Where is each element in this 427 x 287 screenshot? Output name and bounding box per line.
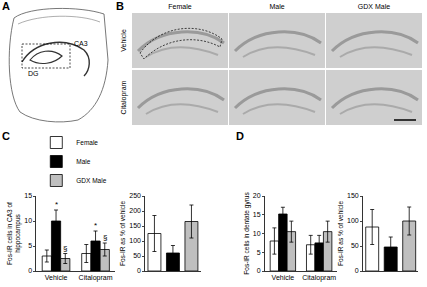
svg-text:100: 100 <box>347 217 359 224</box>
svg-text:DG: DG <box>28 70 39 77</box>
svg-text:10: 10 <box>24 217 32 224</box>
svg-text:GDX Male: GDX Male <box>76 177 106 184</box>
svg-text:Citalopram: Citalopram <box>120 80 128 114</box>
svg-text:Male: Male <box>76 158 90 165</box>
svg-text:100: 100 <box>129 237 141 244</box>
svg-text:0: 0 <box>257 267 261 274</box>
svg-text:CA3: CA3 <box>74 40 88 47</box>
svg-text:Vehicle: Vehicle <box>45 274 68 281</box>
svg-text:Fos-IR as % of vehicle: Fos-IR as % of vehicle <box>337 201 344 266</box>
svg-text:250: 250 <box>129 192 141 199</box>
svg-text:20: 20 <box>253 192 261 199</box>
html-text:A: A <box>2 0 10 12</box>
svg-text:150: 150 <box>347 192 359 199</box>
html-text:C: C <box>2 130 10 142</box>
svg-text:10: 10 <box>253 230 261 237</box>
svg-text:Citalopram: Citalopram <box>302 274 336 282</box>
svg-text:Citalopram: Citalopram <box>79 274 113 282</box>
svg-text:Fos-IR cells in CA3 ofhippocam: Fos-IR cells in CA3 ofhippocampus <box>6 202 22 265</box>
svg-text:50: 50 <box>351 242 359 249</box>
html-text:B: B <box>116 0 124 12</box>
svg-text:Female: Female <box>168 3 191 10</box>
svg-text:Vehicle: Vehicle <box>120 29 127 52</box>
svg-text:*: * <box>55 200 58 209</box>
svg-text:Male: Male <box>269 3 284 10</box>
svg-text:5: 5 <box>257 249 261 256</box>
svg-text:150: 150 <box>129 222 141 229</box>
svg-text:§: § <box>103 233 107 242</box>
svg-text:0: 0 <box>137 267 141 274</box>
svg-text:Female: Female <box>76 139 98 146</box>
svg-text:§: § <box>63 244 67 253</box>
svg-text:Vehicle: Vehicle <box>272 274 295 281</box>
svg-text:50: 50 <box>133 252 141 259</box>
svg-text:*: * <box>94 221 97 230</box>
svg-text:GDX Male: GDX Male <box>358 3 390 10</box>
svg-text:Fos-IR cells in dentate gyrus: Fos-IR cells in dentate gyrus <box>243 192 251 275</box>
svg-text:5: 5 <box>28 242 32 249</box>
svg-text:Fos-IR as % of vehicle: Fos-IR as % of vehicle <box>119 201 126 266</box>
svg-text:200: 200 <box>129 207 141 214</box>
svg-text:0: 0 <box>28 267 32 274</box>
svg-text:15: 15 <box>24 192 32 199</box>
html-text:D: D <box>236 130 244 142</box>
svg-text:0: 0 <box>355 267 359 274</box>
svg-text:15: 15 <box>253 211 261 218</box>
